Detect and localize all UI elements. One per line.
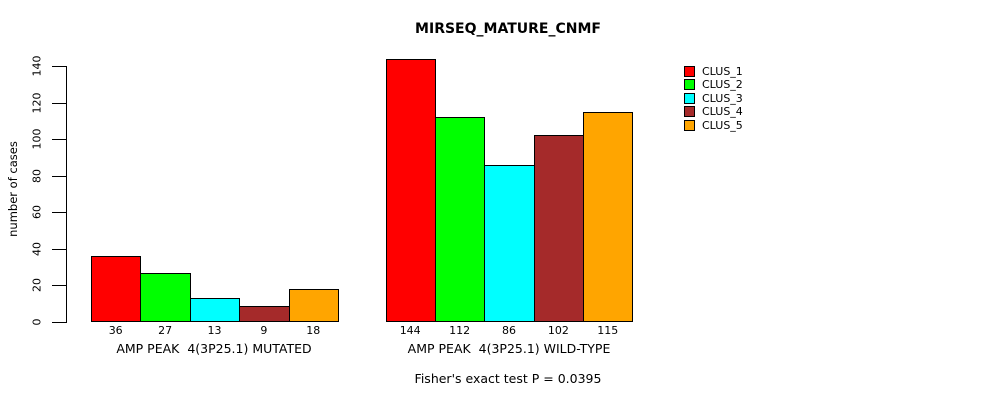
bar-clus_3-group2: [484, 164, 535, 322]
y-tick-label: 100: [30, 128, 43, 150]
y-tick-label: 140: [30, 55, 43, 77]
legend-swatch-clus_3: [684, 92, 695, 104]
footnote-fisher-test: Fisher's exact test P = 0.0395: [414, 371, 602, 386]
bar-clus_4-group2: [533, 135, 585, 322]
y-tick-label: 120: [30, 92, 43, 114]
legend-label-clus_2: CLUS_2: [702, 78, 743, 92]
y-tick-mark: [52, 175, 66, 177]
y-tick-mark: [52, 212, 66, 214]
bar-value-label: 13: [207, 323, 222, 337]
y-tick-mark: [52, 248, 66, 250]
group-label-mutated: AMP PEAK 4(3P25.1) MUTATED: [116, 341, 312, 356]
bar-value-label: 86: [501, 323, 516, 337]
y-tick-label: 40: [30, 241, 43, 256]
legend-swatch-clus_4: [684, 106, 695, 118]
y-tick-mark: [52, 285, 66, 287]
bar-clus_1-group1: [91, 256, 142, 322]
bar-value-label: 144: [399, 323, 421, 337]
bar-value-label: 115: [597, 323, 619, 337]
bar-clus_1-group2: [385, 58, 436, 322]
legend-swatch-clus_2: [684, 79, 695, 91]
group-label-wildtype: AMP PEAK 4(3P25.1) WILD-TYPE: [407, 341, 611, 356]
y-axis-label: number of cases: [6, 141, 20, 237]
y-tick-mark: [52, 139, 66, 141]
y-tick-label: 20: [30, 278, 43, 293]
chart-title: MIRSEQ_MATURE_CNMF: [415, 21, 601, 37]
bar-clus_2-group1: [140, 272, 191, 322]
bar-clus_4-group1: [239, 305, 290, 322]
y-tick-mark: [52, 102, 66, 104]
y-axis-line: [66, 66, 67, 323]
legend-label-clus_5: CLUS_5: [702, 118, 743, 132]
bar-clus_5-group2: [583, 111, 634, 322]
bar-clus_2-group2: [434, 117, 486, 322]
legend-label-clus_3: CLUS_3: [702, 91, 743, 105]
bar-clus_3-group1: [189, 298, 241, 322]
legend-label-clus_1: CLUS_1: [702, 65, 743, 78]
bar-value-label: 36: [108, 323, 123, 337]
legend-swatch-clus_5: [684, 119, 695, 131]
bar-value-label: 102: [547, 323, 569, 337]
bar-value-label: 27: [158, 323, 173, 337]
bar-clus_5-group1: [288, 289, 339, 322]
y-tick-mark: [52, 66, 66, 67]
bar-value-label: 112: [449, 323, 471, 337]
y-tick-label: 80: [30, 168, 43, 183]
bar-value-label: 18: [306, 323, 321, 337]
y-tick-mark: [52, 322, 66, 323]
bar-value-label: 9: [260, 323, 268, 337]
y-tick-label: 0: [30, 318, 43, 326]
legend-label-clus_4: CLUS_4: [702, 105, 743, 119]
legend-swatch-clus_1: [684, 66, 695, 77]
y-tick-label: 60: [30, 205, 43, 220]
